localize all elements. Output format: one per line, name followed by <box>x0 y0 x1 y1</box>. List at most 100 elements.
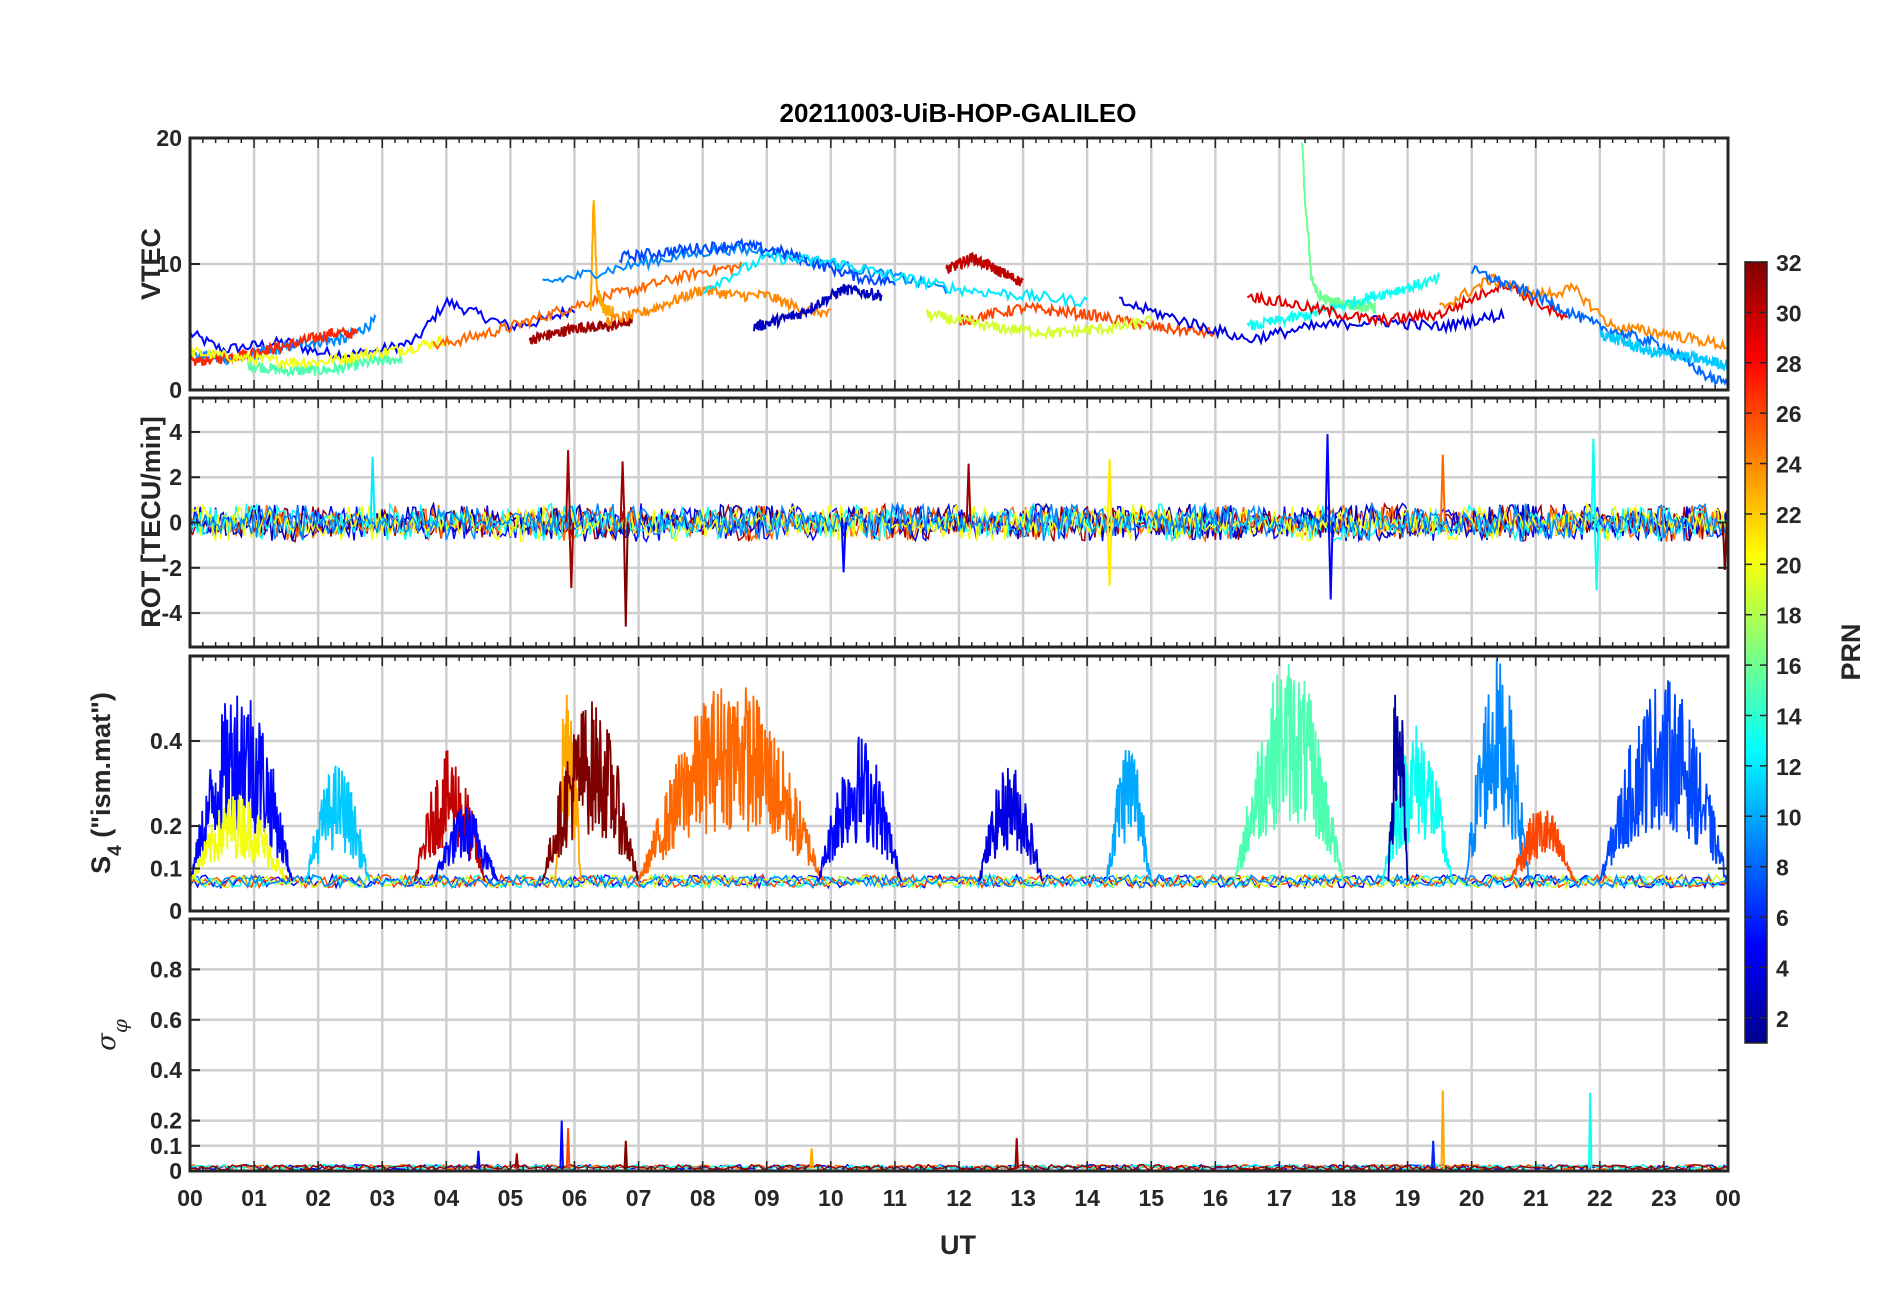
sigma-spike-prn23 <box>1440 1090 1446 1169</box>
xtick-label: 12 <box>946 1185 972 1211</box>
panel-sigma-phi-yticks: 00.10.2 0.4 0.6 0.8 <box>150 956 1728 1184</box>
colorbar-tick-label: 16 <box>1776 653 1802 679</box>
s4-ylabel-rest: ("ism.mat") <box>86 692 116 845</box>
colorbar-tick-label: 30 <box>1776 300 1802 326</box>
xtick-label: 04 <box>434 1185 460 1211</box>
ytick-label-s4: 0 <box>169 898 182 924</box>
xtick-label: 06 <box>562 1185 588 1211</box>
vtec-series-prn20 <box>190 334 448 370</box>
s4-baseline-prn26 <box>190 873 1728 890</box>
rot-spike-prn5 <box>1324 434 1331 523</box>
sigma-phi-ylabel-main: σ <box>92 1032 122 1051</box>
xtick-label: 05 <box>498 1185 524 1211</box>
rot-spike-prn25 <box>1439 454 1446 523</box>
s4-burst-prn5 <box>432 807 499 882</box>
rot-series-prn9 <box>190 501 1728 543</box>
colorbar-tick-label: 32 <box>1776 250 1802 276</box>
panel-rot: -4 -2 0 2 4 ROT [TECU/min] <box>136 396 1730 649</box>
vtec-ylabel: VTEC <box>136 228 166 300</box>
xtick-label: 18 <box>1331 1185 1357 1211</box>
vtec-series-prn29 <box>1246 277 1569 328</box>
s4-burst-prn15 <box>1233 663 1345 882</box>
panel-vtec-lines <box>190 142 1728 389</box>
vtec-series-prn11 <box>1598 329 1728 373</box>
sigma-phi-ylabel-sub: φ <box>108 1019 132 1033</box>
panel-sigma-phi-frame <box>188 917 1730 1173</box>
vtec-series-prn24 <box>605 284 832 327</box>
rot-ylabel: ROT [TECU/min] <box>136 416 166 627</box>
rot-spike-prn31 <box>565 450 571 523</box>
vtec-series-prn15 <box>246 353 403 377</box>
panel-sigma-phi: 00.10.2 0.4 0.6 0.8 σφ <box>92 917 1730 1184</box>
vtec-series-prn24 <box>1438 273 1728 351</box>
colorbar-tick-label: 20 <box>1776 552 1802 578</box>
sigma-spike-prn23 <box>809 1148 814 1169</box>
ytick-label-vtec: 0 <box>169 377 182 403</box>
vtec-series-prn23 <box>589 200 614 318</box>
colorbar-tick-label: 28 <box>1776 351 1802 377</box>
xtick-label: 23 <box>1651 1185 1677 1211</box>
colorbar-tick-label: 8 <box>1776 855 1789 881</box>
s4-burst-prn5 <box>817 736 903 882</box>
x-axis-label: UT <box>940 1230 976 1260</box>
rot-spike-prn5 <box>1327 522 1334 600</box>
vtec-series-prn12 <box>702 250 1088 309</box>
ytick-label-sigma_phi: 0.1 <box>150 1133 182 1159</box>
xtick-label: 00 <box>1715 1185 1741 1211</box>
ytick-label-sigma_phi: 0.8 <box>150 956 182 982</box>
xtick-label: 21 <box>1523 1185 1549 1211</box>
sigma-spike-prn5 <box>476 1150 481 1169</box>
xtick-label: 19 <box>1395 1185 1421 1211</box>
ytick-label-sigma_phi: 0.6 <box>150 1007 182 1033</box>
s4-burst-prn20 <box>190 794 287 882</box>
s4-baseline-prn9 <box>190 872 1728 890</box>
s4-burst-prn4 <box>977 767 1044 882</box>
xtick-label: 13 <box>1010 1185 1036 1211</box>
xtick-label: 00 <box>177 1185 203 1211</box>
rot-spike-prn32 <box>1721 522 1728 571</box>
rot-spike-prn21 <box>1106 459 1113 523</box>
ytick-label-rot: 0 <box>169 510 182 536</box>
xtick-label: 16 <box>1203 1185 1229 1211</box>
xtick-label: 09 <box>754 1185 780 1211</box>
panel-sigma-phi-grid <box>190 919 1728 1171</box>
vtec-series-prn30 <box>945 252 1024 287</box>
s4-burst-prn10 <box>1105 749 1153 882</box>
rot-spike-prn5 <box>840 522 847 573</box>
xtick-label: 14 <box>1074 1185 1100 1211</box>
sigma-spike-prn5 <box>559 1120 564 1169</box>
xtick-label: 08 <box>690 1185 716 1211</box>
rot-spike-prn32 <box>622 522 629 627</box>
sigma-spike-prn31 <box>1014 1138 1019 1169</box>
xtick-label: 01 <box>241 1185 267 1211</box>
colorbar-tick-label: 22 <box>1776 502 1802 528</box>
ytick-label-rot: 4 <box>169 419 182 445</box>
panel-s4: 0 0.1 0.2 0.4 S4 ("ism.mat") <box>86 654 1730 924</box>
s4-baseline-prn19 <box>190 873 1728 891</box>
s4-ylabel-sub: 4 <box>105 845 126 856</box>
s4-burst-prn26 <box>1509 810 1576 882</box>
s4-burst-prn7 <box>1598 680 1728 882</box>
colorbar-tick-label: 2 <box>1776 1006 1789 1032</box>
s4-ylabel-main: S <box>86 856 116 874</box>
rot-series-prn3 <box>190 501 1728 543</box>
vtec-series-prn19 <box>926 308 1153 340</box>
s4-burst-prn32 <box>541 701 640 882</box>
colorbar-tick-label: 14 <box>1776 703 1802 729</box>
colorbar-label: PRN <box>1836 623 1866 680</box>
sigma-spike-prn6 <box>1430 1140 1436 1169</box>
vtec-series-prn26 <box>958 301 1216 340</box>
s4-burst-prn25 <box>637 687 826 882</box>
ytick-label-s4: 0.1 <box>150 856 182 882</box>
panel-s4-frame <box>188 654 1730 913</box>
s4-burst-prn11 <box>304 765 371 882</box>
rot-spike-prn13 <box>1590 438 1597 523</box>
panel-s4-yticks: 0 0.1 0.2 0.4 <box>150 728 1728 924</box>
xtick-label: 22 <box>1587 1185 1613 1211</box>
xtick-label: 15 <box>1138 1185 1164 1211</box>
sigma-phi-ylabel: σφ <box>92 1019 132 1051</box>
rot-spike-prn12 <box>369 456 376 523</box>
colorbar-tick-label: 4 <box>1776 955 1789 981</box>
panel-s4-lines <box>190 659 1728 891</box>
